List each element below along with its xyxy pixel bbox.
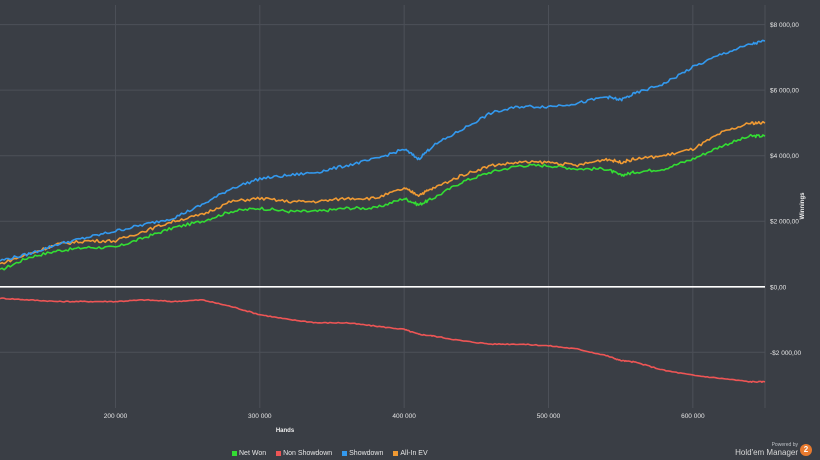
series-line-showdown bbox=[0, 39, 766, 262]
x-tick-label: 300 000 bbox=[248, 413, 272, 420]
legend-swatch bbox=[393, 450, 399, 456]
y-tick-label: $2 000,00 bbox=[770, 219, 799, 226]
y-tick-label: $4 000,00 bbox=[770, 153, 799, 160]
y-tick-label: $6 000,00 bbox=[770, 88, 799, 95]
legend-label: Non Showdown bbox=[283, 449, 333, 457]
x-tick-label: 500 000 bbox=[537, 413, 561, 420]
chart-legend: Net Won Non Showdown Showdown All-In EV bbox=[232, 447, 428, 459]
x-tick-label: 400 000 bbox=[392, 413, 416, 420]
x-axis-label: Hands bbox=[276, 428, 295, 434]
x-axis-ticks: 200 000 300 000 400 000 500 000 600 000 bbox=[104, 413, 705, 420]
legend-label: Showdown bbox=[349, 449, 384, 457]
brand-name: Hold'em Manager bbox=[735, 448, 798, 457]
grid bbox=[0, 5, 766, 408]
powered-by-text: Powered by bbox=[771, 442, 798, 448]
y-tick-label: $8 000,00 bbox=[770, 22, 799, 29]
legend-swatch bbox=[342, 450, 348, 456]
brand-block: Powered by Hold'em Manager 2 bbox=[734, 440, 814, 460]
series-line-all-in-ev bbox=[0, 120, 766, 265]
y-axis-label: Winnings bbox=[800, 192, 806, 220]
y-axis-ticks: -$2 000,00 $0,00 $2 000,00 $4 000,00 $6 000,… bbox=[770, 22, 801, 357]
legend-label: All-In EV bbox=[400, 449, 428, 457]
legend-swatch bbox=[232, 450, 237, 456]
legend-label: Net Won bbox=[239, 449, 267, 457]
y-tick-label: -$2 000,00 bbox=[770, 350, 801, 357]
x-tick-label: 600 000 bbox=[681, 413, 705, 420]
x-tick-label: 200 000 bbox=[104, 413, 128, 420]
legend-item-non-showdown[interactable]: Non Showdown bbox=[276, 450, 332, 457]
series-lines bbox=[0, 39, 766, 384]
brand-logo-icon: 2 bbox=[800, 444, 812, 456]
series-line-non-showdown bbox=[0, 297, 766, 384]
legend-item-net-won[interactable]: Net Won bbox=[232, 450, 266, 457]
series-line-net-won bbox=[0, 133, 766, 271]
legend-swatch bbox=[276, 450, 282, 456]
legend-item-all-in-ev[interactable]: All-In EV bbox=[393, 449, 428, 457]
legend-item-showdown[interactable]: Showdown bbox=[342, 450, 383, 457]
y-tick-label: $0,00 bbox=[770, 284, 787, 291]
